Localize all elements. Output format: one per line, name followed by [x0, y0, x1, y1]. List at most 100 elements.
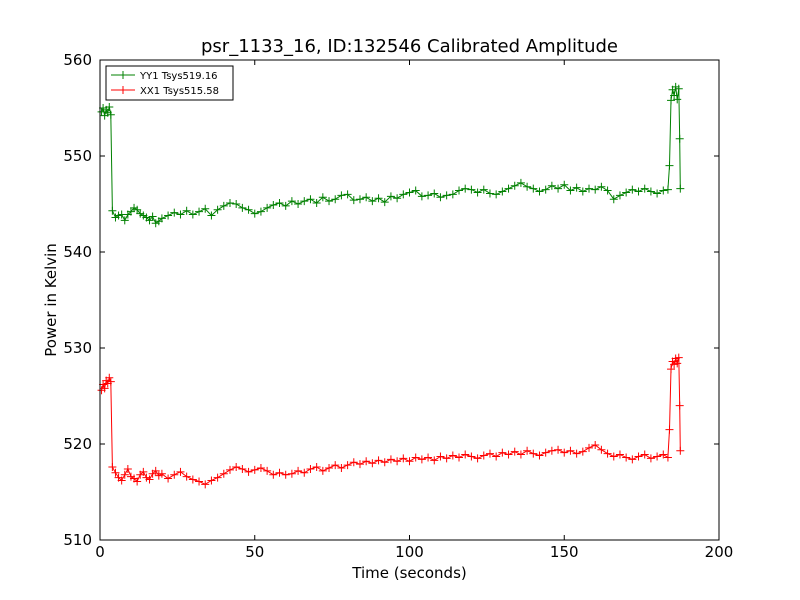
data-point [492, 452, 501, 461]
data-point [673, 95, 682, 104]
data-point [448, 190, 457, 199]
data-point [139, 467, 148, 476]
y-tick-label: 560 [63, 51, 92, 69]
data-point [467, 452, 476, 461]
legend-marker [119, 71, 127, 79]
data-point [448, 451, 457, 460]
data-point [225, 199, 234, 208]
data-point [306, 464, 315, 473]
data-point [663, 185, 672, 194]
data-point [182, 472, 191, 481]
ticks-layer: 0 50 100 150 200 510 520 530 540 550 560 [63, 51, 733, 561]
data-point [105, 373, 114, 382]
data-point [195, 207, 204, 216]
data-point [640, 450, 649, 459]
data-point [201, 480, 210, 489]
data-point [659, 450, 668, 459]
data-point [541, 185, 550, 194]
data-point [597, 445, 606, 454]
legend-label: XX1 Tsys515.58 [140, 86, 219, 97]
data-point [424, 453, 433, 462]
data-point [485, 449, 494, 458]
y-tick-label: 510 [63, 531, 92, 549]
data-point [504, 450, 513, 459]
data-point [343, 461, 352, 470]
y-tick-label: 540 [63, 243, 92, 261]
data-point [535, 187, 544, 196]
data-point [238, 464, 247, 473]
data-point [106, 377, 115, 386]
data-point [368, 197, 377, 206]
data-point [148, 212, 157, 221]
data-point [343, 190, 352, 199]
data-point [287, 197, 296, 206]
data-point [275, 199, 284, 208]
data-point [374, 456, 383, 465]
data-point [634, 452, 643, 461]
data-point [591, 185, 600, 194]
data-point [386, 455, 395, 464]
data-point [188, 210, 197, 219]
data-point [560, 180, 569, 189]
data-point [485, 189, 494, 198]
data-point [430, 456, 439, 465]
data-point [263, 203, 272, 212]
x-axis-title: Time (seconds) [351, 564, 467, 582]
data-point [318, 466, 327, 475]
data-point [213, 205, 222, 214]
data-point [572, 183, 581, 192]
data-point [529, 184, 538, 193]
data-point [238, 203, 247, 212]
data-point [473, 188, 482, 197]
data-point [380, 458, 389, 467]
data-point [628, 185, 637, 194]
legend: YY1 Tsys519.16 XX1 Tsys515.58 [105, 65, 234, 101]
data-point [269, 470, 278, 479]
series-layer [97, 82, 685, 489]
data-point [164, 211, 173, 220]
data-point [108, 206, 117, 215]
x-tick-label: 100 [395, 543, 424, 561]
data-point [176, 467, 185, 476]
data-point [349, 196, 358, 205]
data-point [674, 84, 683, 93]
data-point [566, 186, 575, 195]
data-point [133, 477, 142, 486]
data-point [337, 191, 346, 200]
data-point [430, 189, 439, 198]
data-point [479, 451, 488, 460]
x-tick-label: 150 [550, 543, 579, 561]
data-point [510, 181, 519, 190]
data-point [498, 448, 507, 457]
data-point [170, 470, 179, 479]
data-point [622, 453, 631, 462]
data-point [108, 463, 117, 472]
data-point [164, 474, 173, 483]
data-point [547, 446, 556, 455]
data-point [281, 201, 290, 210]
data-point [337, 464, 346, 472]
series-1 [97, 353, 685, 489]
data-point [622, 188, 631, 197]
data-point [665, 425, 674, 434]
data-point [213, 473, 222, 482]
data-point [269, 200, 278, 209]
data-point [665, 161, 674, 170]
plot-area [100, 60, 719, 540]
data-point [675, 401, 684, 410]
data-point [250, 209, 259, 218]
data-point [256, 207, 265, 216]
data-point [393, 194, 402, 203]
data-point [417, 192, 426, 201]
data-point [424, 191, 433, 200]
data-point [578, 447, 587, 456]
data-point [244, 467, 253, 476]
data-point [157, 469, 166, 478]
data-point [675, 134, 684, 143]
data-point [117, 476, 126, 485]
data-point [516, 450, 525, 459]
data-point [355, 460, 364, 469]
data-point [467, 185, 476, 194]
data-point [547, 181, 556, 190]
data-point [100, 384, 109, 393]
